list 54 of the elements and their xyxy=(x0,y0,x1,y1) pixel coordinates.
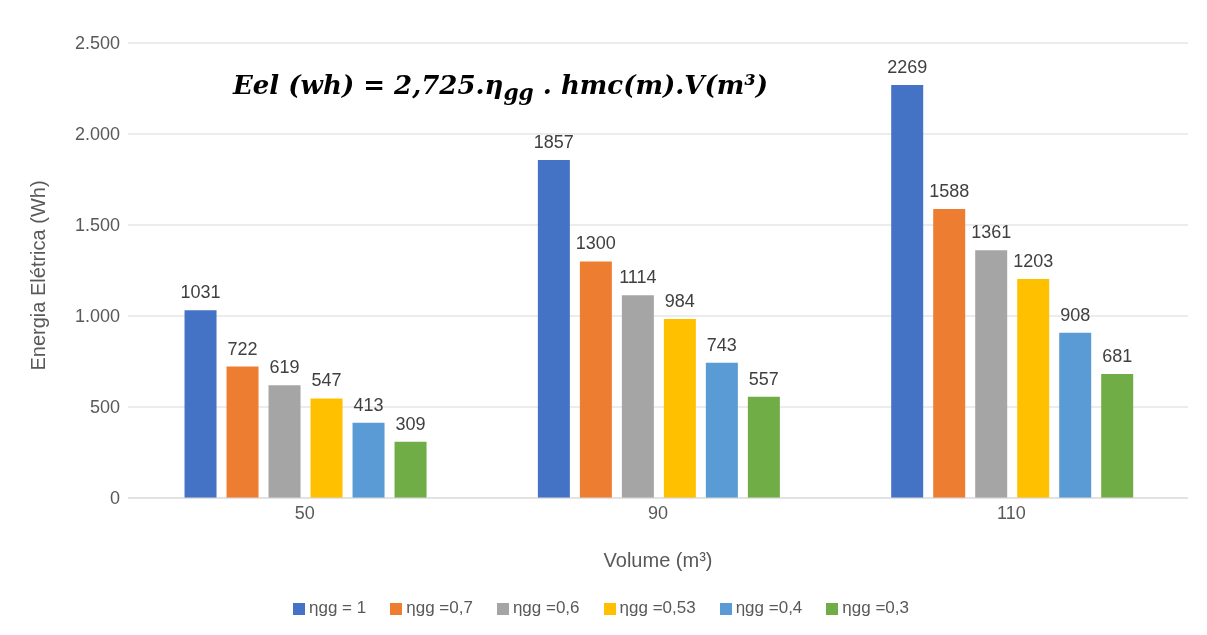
bar xyxy=(663,318,696,498)
y-tick-label: 0 xyxy=(109,488,120,509)
data-label: 1857 xyxy=(533,132,574,153)
x-tick-label: 90 xyxy=(647,502,669,523)
bar xyxy=(310,398,343,498)
bar xyxy=(579,261,612,498)
legend-label: ηgg =0,53 xyxy=(619,598,696,617)
data-label: 413 xyxy=(353,394,384,415)
y-tick-label: 500 xyxy=(89,397,120,418)
data-label: 743 xyxy=(706,334,737,355)
bar xyxy=(184,310,217,498)
bar xyxy=(1101,374,1134,498)
legend-label: ηgg =0,6 xyxy=(512,598,580,617)
data-label: 722 xyxy=(227,338,258,359)
y-axis-title: Energia Elétrica (Wh) xyxy=(27,180,50,371)
data-label: 1114 xyxy=(619,267,657,288)
data-label: 1031 xyxy=(180,282,221,303)
y-tick-label: 1.000 xyxy=(74,306,120,327)
bar xyxy=(1017,279,1050,498)
bar xyxy=(394,441,427,498)
data-label: 309 xyxy=(395,413,426,434)
data-label: 2269 xyxy=(887,57,928,78)
x-tick-label: 50 xyxy=(294,502,315,523)
bar xyxy=(268,385,301,498)
data-label: 908 xyxy=(1060,304,1091,325)
data-label: 1300 xyxy=(575,233,616,254)
data-label: 984 xyxy=(664,290,695,311)
bar xyxy=(1059,332,1092,498)
x-axis-title: Volume (m³) xyxy=(603,549,713,572)
data-label: 557 xyxy=(748,368,779,389)
bar xyxy=(226,366,259,498)
y-tick-label: 2.000 xyxy=(74,124,120,145)
data-label: 1588 xyxy=(929,180,970,201)
bar xyxy=(352,422,385,498)
legend-label: ηgg =0,4 xyxy=(735,598,803,617)
data-label: 1361 xyxy=(971,222,1012,243)
y-tick-label: 1.500 xyxy=(74,215,120,236)
y-tick-label: 2.500 xyxy=(74,33,120,54)
data-label: 681 xyxy=(1102,346,1133,367)
data-label: 1203 xyxy=(1013,251,1054,272)
bar xyxy=(891,85,924,498)
bar xyxy=(933,208,966,498)
legend-label: ηgg =0,7 xyxy=(406,598,473,617)
bar xyxy=(705,362,738,498)
x-tick-label: 110 xyxy=(996,502,1026,523)
legend-label: ηgg =0,3 xyxy=(842,598,909,617)
data-label: 547 xyxy=(311,370,342,391)
bar xyxy=(975,250,1008,498)
bar xyxy=(621,295,654,498)
annotation: Eel (wh) = 2,725.η$_{gg}$ . hmc(m).V(m³) xyxy=(233,70,768,106)
legend-label: ηgg = 1 xyxy=(309,598,367,617)
bar xyxy=(537,160,570,498)
data-label: 619 xyxy=(269,357,300,378)
bar xyxy=(747,396,780,498)
